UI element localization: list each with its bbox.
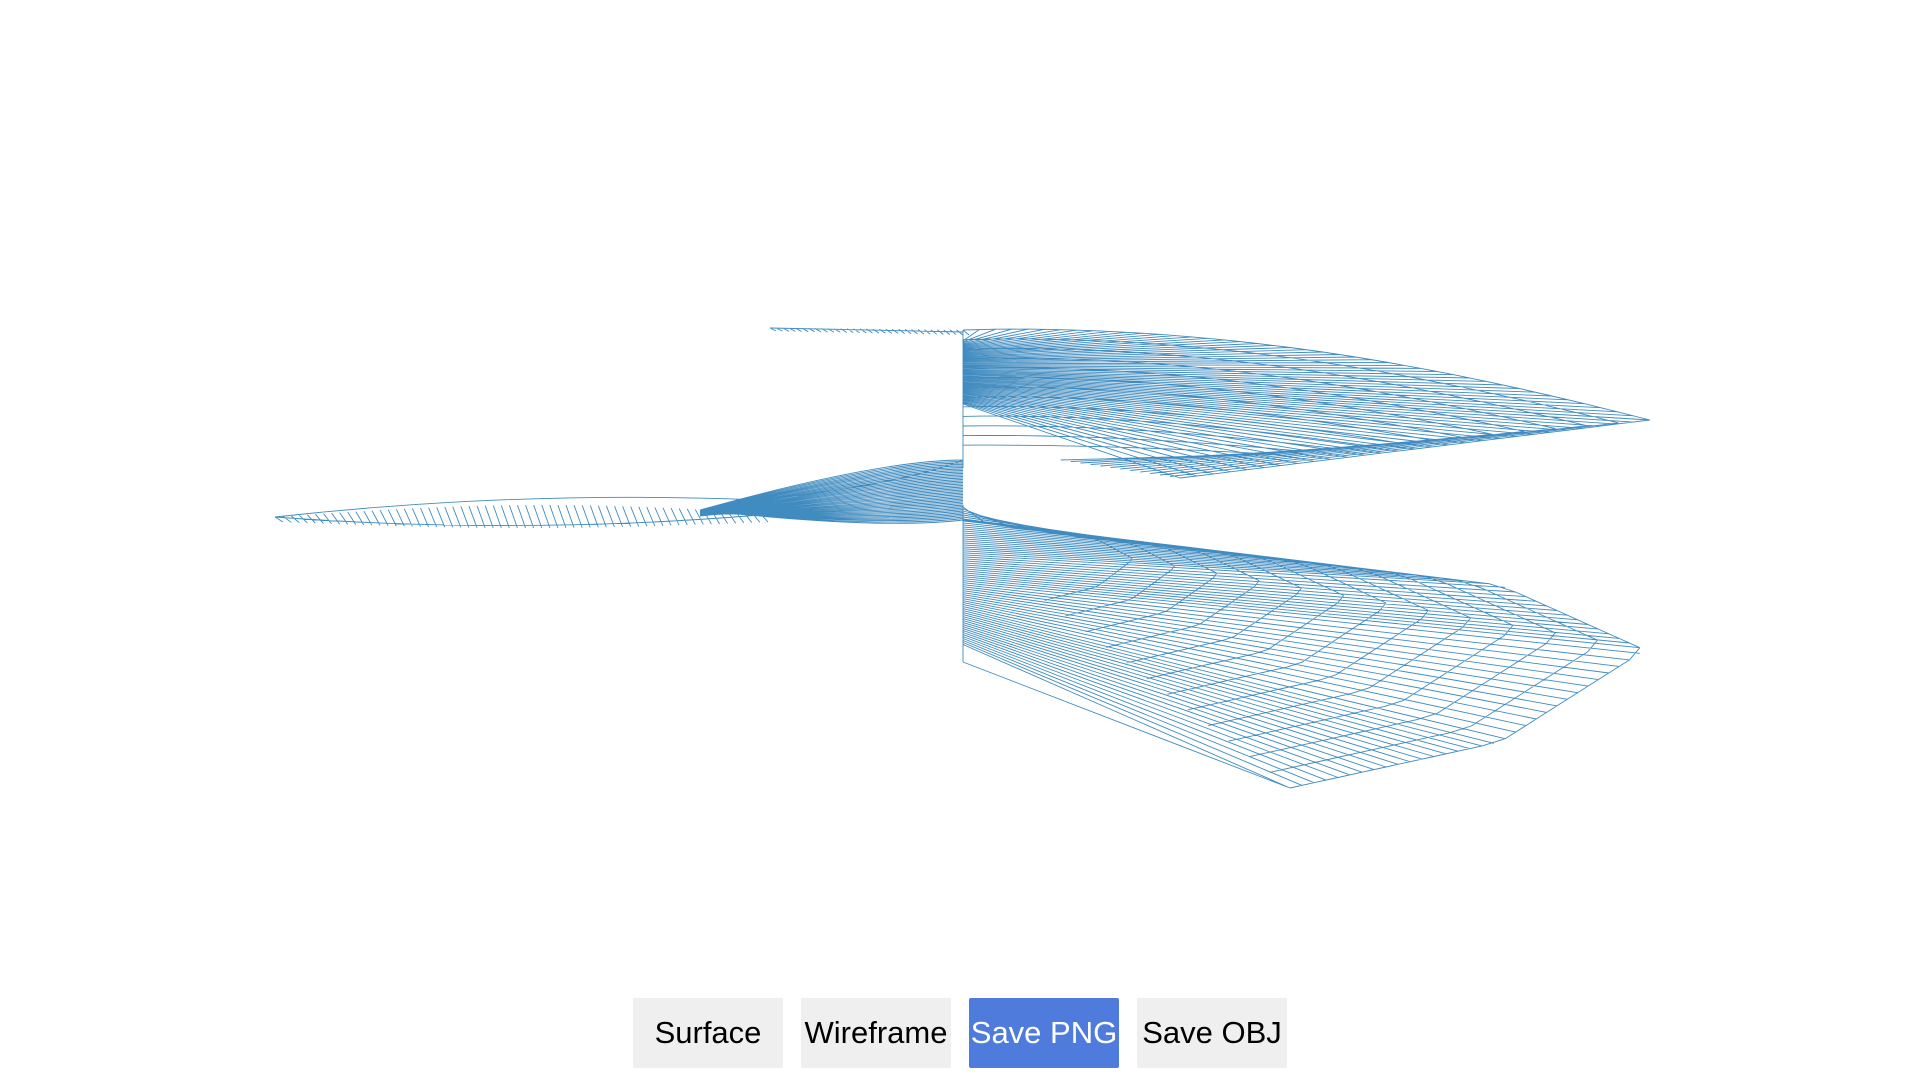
wireframe-button[interactable]: Wireframe bbox=[801, 998, 951, 1068]
surface-button[interactable]: Surface bbox=[633, 998, 783, 1068]
save-png-button[interactable]: Save PNG bbox=[969, 998, 1119, 1068]
toolbar: Surface Wireframe Save PNG Save OBJ bbox=[0, 998, 1920, 1070]
save-obj-button[interactable]: Save OBJ bbox=[1137, 998, 1287, 1068]
wireframe-mesh[interactable] bbox=[0, 0, 1920, 960]
mesh-edges bbox=[274, 327, 1651, 789]
3d-viewport[interactable] bbox=[0, 0, 1920, 960]
